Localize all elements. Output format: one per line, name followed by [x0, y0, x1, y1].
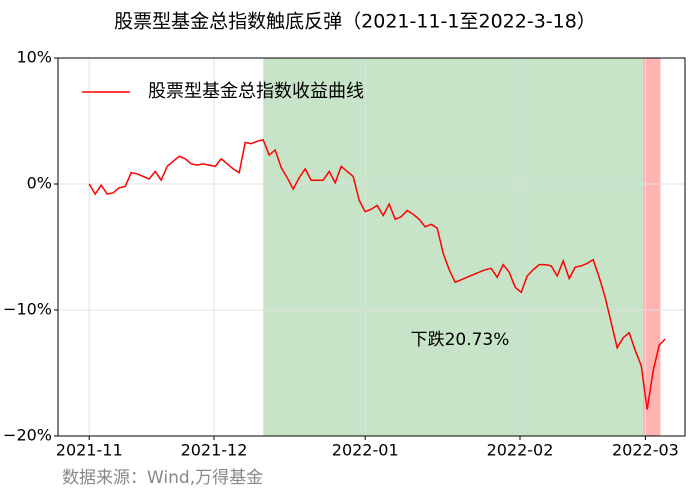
- x-tick-label: 2021-11: [56, 441, 123, 460]
- y-tick-label: −20%: [3, 426, 52, 445]
- annotation: 下跌20.73%: [411, 330, 510, 350]
- source: 数据来源：Wind,万得基金: [62, 468, 263, 488]
- y-tick-label: −10%: [3, 300, 52, 319]
- legend-label: 股票型基金总指数收益曲线: [148, 81, 364, 102]
- series-line: [88, 139, 666, 410]
- y-tick-label: 0%: [27, 174, 52, 193]
- x-tick-label: 2021-12: [181, 441, 248, 460]
- plot-frame: [57, 57, 686, 437]
- highlight-span: [643, 58, 661, 436]
- x-tick-label: 2022-03: [612, 441, 679, 460]
- highlight-span: [263, 58, 643, 436]
- y-tick-label: 10%: [16, 48, 52, 67]
- x-tick-label: 2022-01: [332, 441, 399, 460]
- chart-title: 股票型基金总指数触底反弹（2021-11-1至2022-3-18）: [114, 11, 596, 33]
- x-tick-label: 2022-02: [487, 441, 554, 460]
